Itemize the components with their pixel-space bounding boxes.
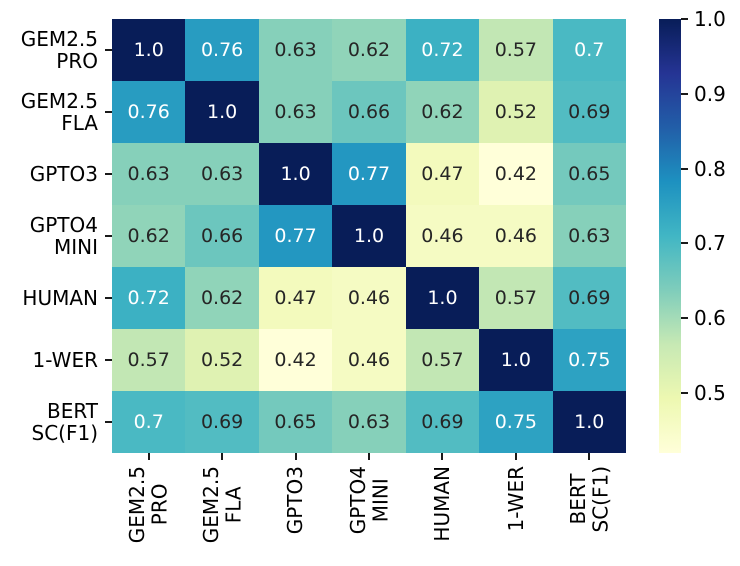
- heatmap-cell: 0.63: [258, 81, 333, 143]
- heatmap-cell: 0.46: [479, 205, 553, 267]
- y-tick-mark: [105, 359, 112, 361]
- heatmap-cell: 0.69: [552, 81, 626, 143]
- colorbar-tick-mark: [681, 18, 688, 20]
- heatmap-cell: 0.62: [112, 205, 186, 267]
- colorbar-tick-mark: [681, 242, 688, 245]
- x-tick-mark: [368, 453, 370, 460]
- x-tick-label: 1-WER: [503, 466, 528, 532]
- heatmap-cell: 0.57: [479, 267, 553, 329]
- y-tick-label: GEM2.5 FLA: [20, 88, 98, 135]
- y-tick-mark: [105, 111, 112, 113]
- heatmap-cell: 0.63: [112, 143, 186, 205]
- colorbar-tick-label: 0.8: [694, 156, 726, 181]
- heatmap-cell: 0.72: [405, 19, 480, 81]
- colorbar-tick-mark: [681, 167, 688, 170]
- colorbar-tick-mark: [681, 317, 688, 320]
- heatmap-cell: 0.66: [185, 205, 259, 267]
- heatmap-cell: 1.0: [185, 81, 259, 143]
- heatmap-cell: 0.47: [405, 143, 480, 205]
- x-tick-label: GPTO3: [283, 466, 308, 535]
- heatmap-cell: 0.42: [479, 143, 553, 205]
- x-tick-mark: [147, 453, 150, 460]
- heatmap-cell: 0.75: [479, 391, 553, 453]
- heatmap-cell: 0.69: [185, 391, 259, 453]
- y-tick-label: GPTO3: [29, 161, 98, 186]
- heatmap-cell: 0.42: [258, 329, 333, 391]
- heatmap-cell: 0.57: [405, 329, 480, 391]
- heatmap-cell: 0.46: [332, 329, 406, 391]
- colorbar-tick-label: 0.6: [694, 306, 726, 331]
- y-tick-mark: [105, 173, 112, 175]
- heatmap-cell: 1.0: [112, 19, 186, 81]
- colorbar-tick-label: 0.5: [694, 381, 726, 406]
- x-tick-label: HUMAN: [430, 466, 455, 542]
- x-tick-mark: [441, 453, 444, 460]
- heatmap-cell: 0.52: [185, 329, 259, 391]
- heatmap-grid: 1.0 0.76 0.63 0.62 0.72 0.57 0.7 0.76 1.0 0.63 0.6…: [112, 19, 626, 453]
- heatmap-cell: 0.7: [552, 19, 626, 81]
- heatmap-cell: 1.0: [405, 267, 480, 329]
- heatmap-cell: 0.62: [405, 81, 480, 143]
- y-tick-mark: [105, 421, 112, 423]
- heatmap-cell: 1.0: [552, 391, 626, 453]
- y-tick-mark: [105, 49, 112, 51]
- x-tick-label: BERT SC(F1): [565, 466, 613, 533]
- x-tick-mark: [588, 453, 591, 460]
- heatmap-cell: 0.65: [258, 391, 333, 453]
- x-tick-label-wrap: GEM2.5 FLA: [185, 466, 258, 543]
- heatmap-cell: 0.75: [552, 329, 626, 391]
- heatmap-cell: 0.76: [112, 81, 186, 143]
- colorbar-tick-mark: [681, 92, 688, 95]
- heatmap-cell: 0.63: [258, 19, 333, 81]
- y-tick-label: GEM2.5 PRO: [20, 26, 98, 73]
- y-tick-label: HUMAN: [22, 285, 98, 310]
- y-tick-mark: [105, 297, 112, 299]
- x-tick-label-wrap: GPTO3: [259, 466, 332, 534]
- heatmap-cell: 0.62: [185, 267, 259, 329]
- x-tick-label: GEM2.5 FLA: [198, 466, 246, 544]
- y-tick-label: BERT SC(F1): [31, 398, 99, 445]
- heatmap-cell: 0.69: [405, 391, 480, 453]
- colorbar-tick-mark: [681, 392, 688, 395]
- x-tick-label: GEM2.5 PRO: [125, 466, 172, 544]
- x-tick-label-wrap: GPTO4 MINI: [332, 466, 405, 534]
- x-tick-label-wrap: GEM2.5 PRO: [112, 466, 185, 543]
- colorbar-tick-label: 0.7: [694, 231, 726, 256]
- heatmap-cell: 0.72: [112, 267, 186, 329]
- y-tick-label: 1-WER: [32, 347, 98, 372]
- heatmap-cell: 0.66: [332, 81, 406, 143]
- y-tick-label: GPTO4 MINI: [29, 212, 98, 259]
- heatmap-cell: 0.7: [112, 391, 186, 453]
- heatmap-cell: 0.47: [258, 267, 333, 329]
- colorbar: [659, 19, 681, 453]
- x-tick-mark: [221, 453, 224, 460]
- colorbar-tick-label: 1.0: [694, 7, 726, 31]
- heatmap-cell: 0.46: [405, 205, 480, 267]
- heatmap-cell: 0.63: [332, 391, 406, 453]
- heatmap-cell: 1.0: [258, 143, 333, 205]
- heatmap-cell: 0.52: [479, 81, 553, 143]
- x-tick-label-wrap: HUMAN: [406, 466, 479, 542]
- heatmap-cell: 1.0: [332, 205, 406, 267]
- x-tick-label-wrap: BERT SC(F1): [553, 466, 626, 533]
- heatmap-cell: 0.65: [552, 143, 626, 205]
- heatmap-cell: 0.57: [479, 19, 553, 81]
- heatmap-cell: 0.76: [185, 19, 259, 81]
- x-tick-label: GPTO4 MINI: [345, 466, 392, 535]
- heatmap-cell: 1.0: [479, 329, 553, 391]
- heatmap-cell: 0.77: [332, 143, 406, 205]
- x-tick-mark: [514, 453, 517, 460]
- x-tick-mark: [294, 453, 297, 460]
- heatmap-cell: 0.46: [332, 267, 406, 329]
- heatmap-cell: 0.77: [258, 205, 333, 267]
- heatmap-cell: 0.63: [552, 205, 626, 267]
- heatmap-cell: 0.63: [185, 143, 259, 205]
- heatmap-cell: 0.69: [552, 267, 626, 329]
- heatmap-cell: 0.57: [112, 329, 186, 391]
- x-tick-label-wrap: 1-WER: [479, 466, 552, 531]
- heatmap-cell: 0.62: [332, 19, 406, 81]
- colorbar-tick-label: 0.9: [694, 81, 726, 106]
- y-tick-mark: [105, 235, 112, 237]
